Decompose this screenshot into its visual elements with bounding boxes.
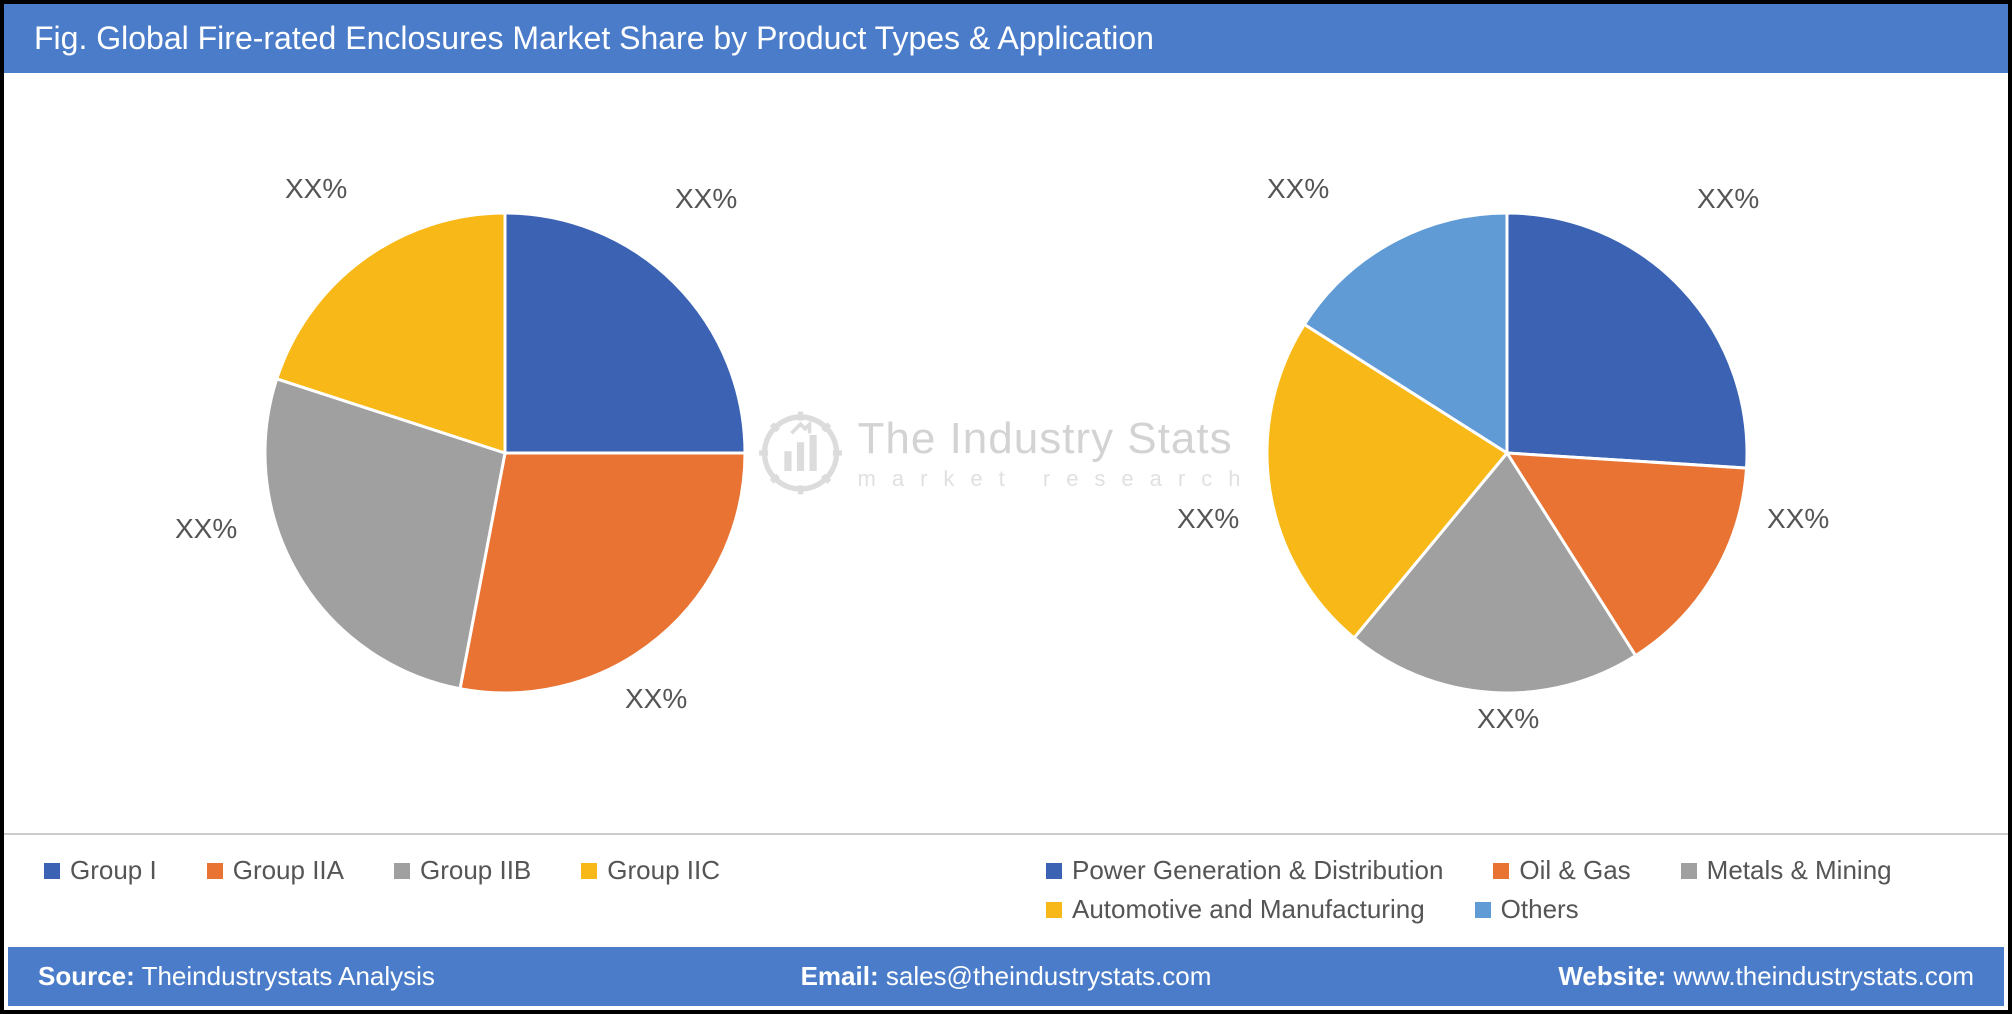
pie-data-label: XX% [1267, 173, 1329, 205]
legend-product-types: Group I Group IIA Group IIB Group IIC [4, 835, 1006, 947]
legend-item: Oil & Gas [1493, 855, 1630, 886]
pie-data-label: XX% [285, 173, 347, 205]
legend-swatch [1475, 902, 1491, 918]
legend-label: Metals & Mining [1707, 855, 1892, 886]
legend-swatch [207, 863, 223, 879]
figure-container: Fig. Global Fire-rated Enclosures Market… [0, 0, 2012, 1014]
pie-slice [505, 213, 745, 453]
pie-data-label: XX% [1477, 703, 1539, 735]
legend-item: Group I [44, 855, 157, 886]
pie-slice [460, 453, 745, 693]
footer-source: Source: Theindustrystats Analysis [38, 961, 683, 992]
legends-row: Group I Group IIA Group IIB Group IIC Power… [4, 833, 2008, 947]
charts-area: XX% XX% XX% XX% XX% XX% XX% XX% XX% [4, 73, 2008, 833]
footer-email-label: Email: [801, 961, 879, 991]
legend-item: Metals & Mining [1681, 855, 1892, 886]
legend-swatch [1681, 863, 1697, 879]
legend-label: Group IIA [233, 855, 344, 886]
legend-item: Others [1475, 894, 1579, 925]
legend-swatch [1493, 863, 1509, 879]
pie-data-label: XX% [1177, 503, 1239, 535]
legend-swatch [581, 863, 597, 879]
pie-data-label: XX% [175, 513, 237, 545]
legend-label: Automotive and Manufacturing [1072, 894, 1425, 925]
legend-item: Group IIC [581, 855, 720, 886]
legend-label: Oil & Gas [1519, 855, 1630, 886]
legend-item: Automotive and Manufacturing [1046, 894, 1425, 925]
legend-item: Group IIB [394, 855, 531, 886]
figure-title-bar: Fig. Global Fire-rated Enclosures Market… [4, 4, 2008, 73]
figure-title: Fig. Global Fire-rated Enclosures Market… [34, 20, 1154, 56]
footer-website: Website: www.theindustrystats.com [1329, 961, 1974, 992]
pie-svg [255, 203, 755, 703]
legend-swatch [1046, 863, 1062, 879]
legend-label: Group IIB [420, 855, 531, 886]
pie-slice [1507, 213, 1747, 468]
pie-data-label: XX% [625, 683, 687, 715]
legend-application: Power Generation & Distribution Oil & Gas… [1006, 835, 2008, 947]
pie-chart-product-types: XX%XX%XX%XX% [255, 203, 755, 703]
legend-label: Power Generation & Distribution [1072, 855, 1443, 886]
pie-data-label: XX% [1697, 183, 1759, 215]
footer-email-value: sales@theindustrystats.com [886, 961, 1212, 991]
chart-left-wrapper: XX% XX% XX% XX% [4, 73, 1006, 833]
legend-swatch [394, 863, 410, 879]
pie-data-label: XX% [675, 183, 737, 215]
legend-label: Group IIC [607, 855, 720, 886]
footer-email: Email: sales@theindustrystats.com [683, 961, 1328, 992]
legend-label: Others [1501, 894, 1579, 925]
pie-data-label: XX% [1767, 503, 1829, 535]
legend-item: Group IIA [207, 855, 344, 886]
footer-website-label: Website: [1558, 961, 1666, 991]
footer-source-label: Source: [38, 961, 135, 991]
pie-chart-application: XX%XX%XX%XX%XX% [1257, 203, 1757, 703]
legend-item: Power Generation & Distribution [1046, 855, 1443, 886]
chart-right-wrapper: XX% XX% XX% XX% XX% [1006, 73, 2008, 833]
pie-svg [1257, 203, 1757, 703]
footer-website-value: www.theindustrystats.com [1673, 961, 1974, 991]
legend-swatch [1046, 902, 1062, 918]
legend-label: Group I [70, 855, 157, 886]
footer-bar: Source: Theindustrystats Analysis Email:… [8, 947, 2004, 1006]
legend-swatch [44, 863, 60, 879]
footer-source-value: Theindustrystats Analysis [142, 961, 435, 991]
